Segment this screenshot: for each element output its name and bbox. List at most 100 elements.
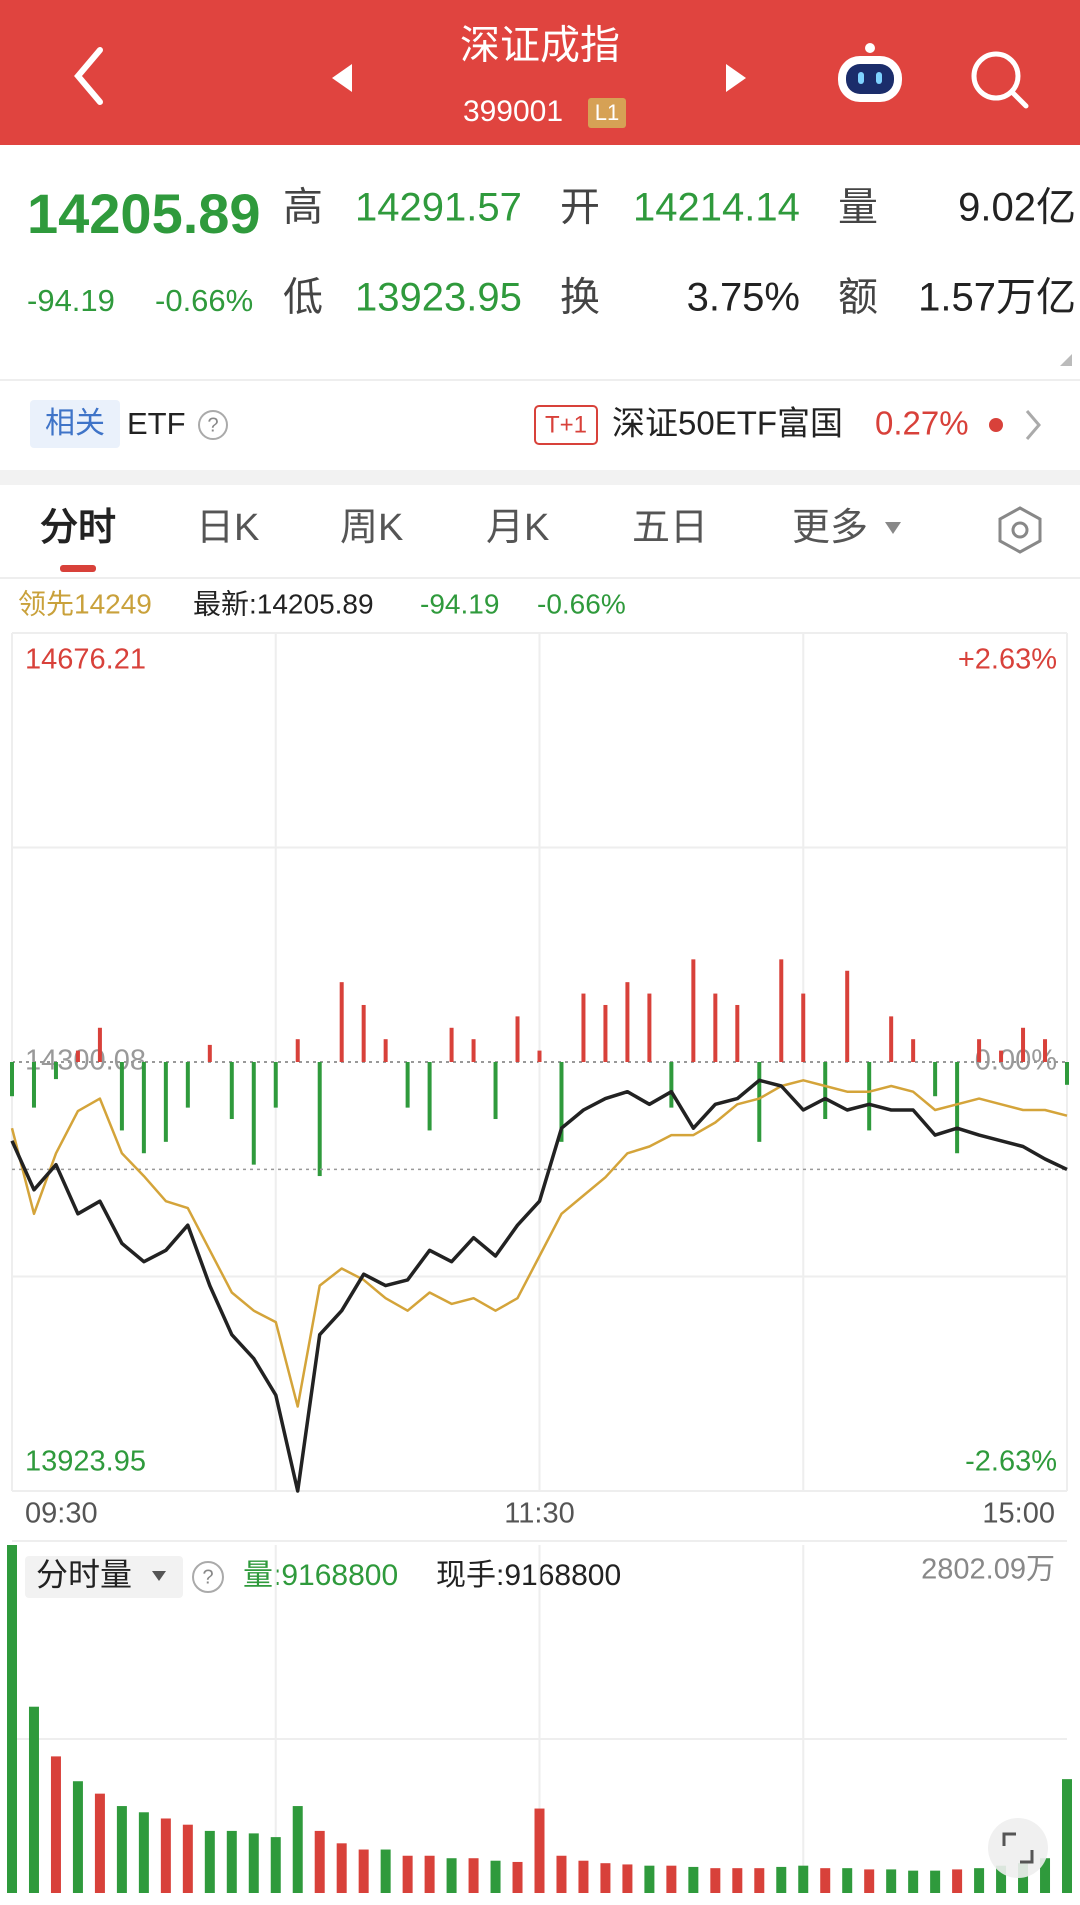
volume-bar [50, 1756, 61, 1893]
volume-bar [358, 1849, 369, 1893]
indicator-bar [801, 993, 806, 1062]
price-line [10, 1078, 1068, 1493]
code: 399001 [463, 95, 563, 128]
selector-arrow [152, 1571, 166, 1581]
volume-bar [556, 1855, 567, 1893]
indicator-bar [163, 1062, 168, 1142]
volume-bar [380, 1849, 391, 1893]
indicator-bar [295, 1039, 300, 1062]
volume-chart: 2802.09万 [7, 1540, 1072, 1893]
indicator-bar [317, 1062, 322, 1177]
settings-dot [1011, 521, 1029, 539]
x-tick-label: 09:30 [25, 1498, 98, 1530]
indicator-bar [1043, 1039, 1048, 1062]
volume-bar [974, 1868, 985, 1893]
volume-bar [314, 1830, 325, 1893]
value: 1.57万亿 [918, 276, 1076, 320]
indicator-bar [493, 1062, 498, 1120]
x-tick-label: 11:30 [504, 1498, 574, 1530]
indicator-bar [845, 970, 850, 1062]
indicator-bar [999, 1050, 1004, 1062]
help-icon[interactable] [198, 410, 228, 440]
indicator-bar [1065, 1062, 1069, 1085]
badge-bg [588, 98, 626, 128]
settings-button[interactable] [998, 506, 1042, 554]
tag: 相关 [45, 407, 105, 440]
next-button[interactable] [726, 64, 746, 92]
label: 高 [283, 186, 323, 230]
indicator-bar [207, 1044, 212, 1062]
etf-change: 0.27% [875, 405, 969, 442]
volume-bar [644, 1865, 655, 1893]
volume-bar [270, 1837, 281, 1893]
indicator-bar [911, 1039, 916, 1062]
volume-bar [116, 1806, 127, 1893]
tab[interactable]: 月K [486, 507, 549, 549]
volume-bar [930, 1870, 941, 1893]
tab[interactable]: 更多 [792, 507, 868, 549]
volume-bar [688, 1866, 699, 1893]
label: 额 [838, 276, 878, 320]
etf-name[interactable]: 深证50ETF富国 [612, 405, 843, 442]
tab[interactable]: 五日 [632, 507, 708, 549]
volume-bar [424, 1855, 435, 1893]
etf-label: ETF [127, 406, 186, 441]
volume-bar [776, 1866, 787, 1893]
selector-bg[interactable] [25, 1556, 183, 1598]
indicator-bar [515, 1016, 520, 1062]
tag-bg [30, 400, 120, 448]
tab[interactable]: 分时 [40, 507, 116, 549]
volume-bar [490, 1860, 501, 1893]
fullscreen-button[interactable] [988, 1818, 1048, 1878]
price-chart: 14676.2114300.0813923.95+2.63%0.00%-2.63… [10, 632, 1069, 1530]
volume-bar [1040, 1858, 1051, 1893]
volume-bar [204, 1830, 215, 1893]
indicator-bar [691, 959, 696, 1062]
dot [989, 418, 1003, 432]
volume-bar [1018, 1863, 1029, 1893]
robot-icon[interactable] [838, 43, 902, 102]
help-icon[interactable] [192, 1561, 224, 1593]
latest: 最新:14205.89 [193, 588, 374, 619]
volume-bar [600, 1863, 611, 1893]
volume-value: 量:9168800 [243, 1559, 398, 1592]
y-tick-label: 14300.08 [25, 1045, 146, 1077]
indicator-bar [405, 1062, 410, 1108]
volume-bar [622, 1864, 633, 1893]
indicator-bar [757, 1062, 762, 1142]
search-button[interactable] [971, 51, 1029, 109]
chevron[interactable] [1025, 410, 1041, 440]
change-pct: -0.66% [537, 588, 626, 619]
indicator-bar [889, 1016, 894, 1062]
badge-border [534, 405, 598, 445]
indicator-bar [603, 1004, 608, 1062]
y-tick-label: 13923.95 [25, 1446, 146, 1478]
etf-badge: T+1 [545, 411, 587, 438]
expand-corner[interactable] [1060, 354, 1072, 366]
volume-bar [996, 1865, 1007, 1893]
x-tick-label: 15:00 [982, 1498, 1055, 1530]
tab[interactable]: 日K [196, 507, 259, 549]
indicator-bar [955, 1062, 960, 1154]
change-pct: -0.66% [155, 283, 253, 318]
badge: L1 [595, 100, 619, 125]
volume-bar [72, 1781, 83, 1893]
tab[interactable]: 周K [340, 507, 403, 549]
volume-bar [160, 1818, 171, 1893]
prev-button[interactable] [332, 64, 352, 92]
volume-bar [1062, 1779, 1072, 1893]
volume-bar [886, 1869, 897, 1893]
y2-tick-label: +2.63% [958, 644, 1057, 676]
more-arrow [885, 522, 901, 534]
back-button[interactable] [74, 47, 103, 105]
label: 开 [560, 186, 600, 230]
indicator-bar [559, 1062, 564, 1142]
price: 14205.89 [27, 182, 261, 245]
change: -94.19 [420, 588, 499, 619]
indicator-bar [229, 1062, 234, 1120]
indicator-bar [449, 1027, 454, 1062]
volume-title: 分时量 [36, 1556, 132, 1592]
indicator-bar [537, 1050, 542, 1062]
title: 深证成指 [460, 24, 620, 68]
lead: 领先14249 [18, 588, 152, 619]
